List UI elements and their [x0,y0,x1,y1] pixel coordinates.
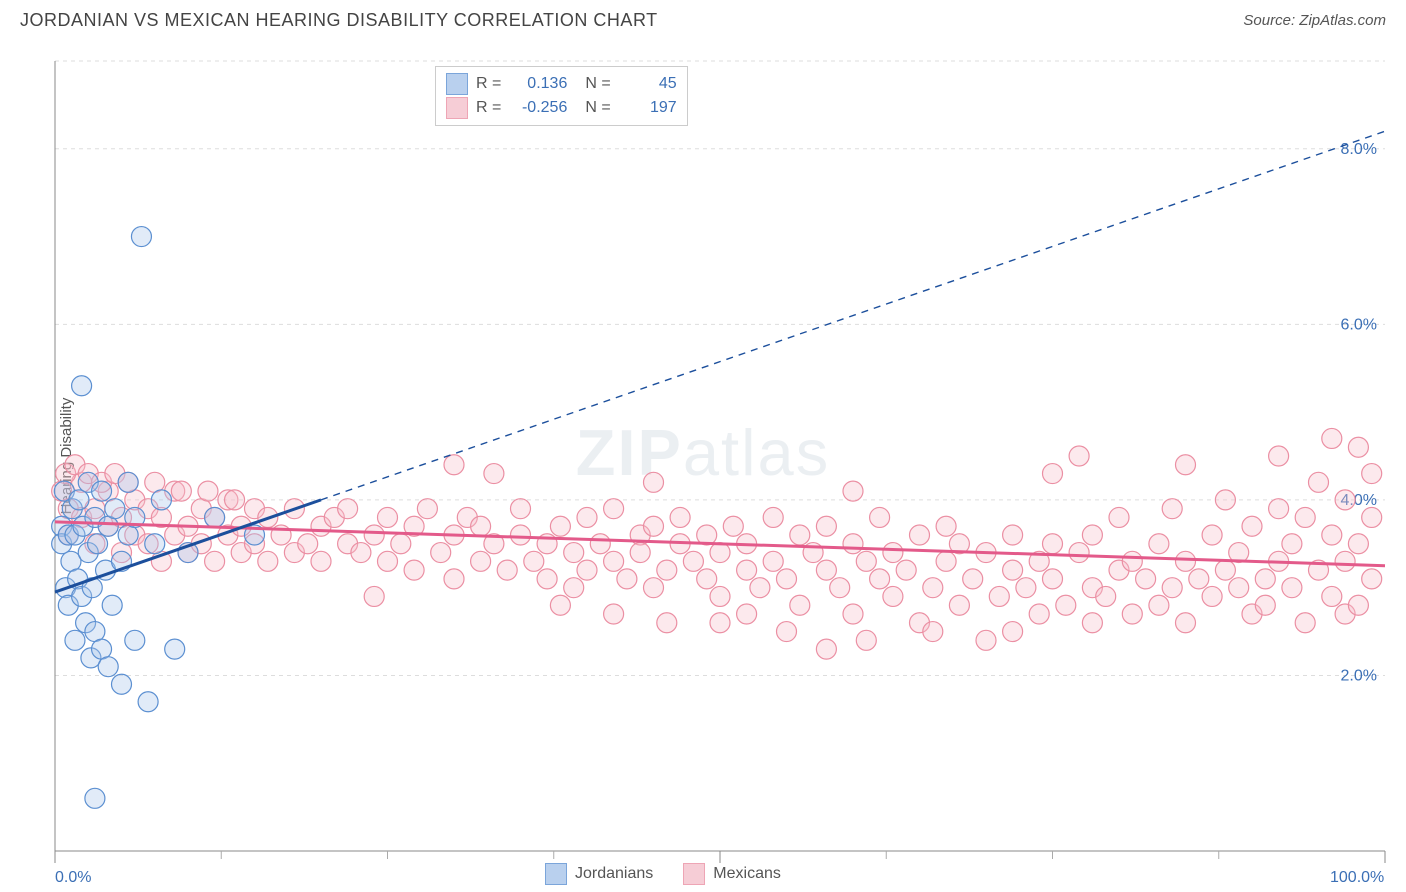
swatch-mexicans [683,863,705,885]
n-label: N = [585,75,610,93]
svg-text:8.0%: 8.0% [1341,141,1377,158]
source-prefix: Source: [1243,12,1299,29]
n-label: N = [585,99,610,117]
swatch-jordanians [446,73,468,95]
legend-label-jordanians: Jordanians [575,865,653,883]
swatch-mexicans [446,97,468,119]
x-axis-left-label: 0.0% [55,869,91,887]
r-label: R = [476,99,501,117]
n-value-mexicans: 197 [619,99,677,117]
source-name: ZipAtlas.com [1299,12,1386,29]
stats-legend-box: R = 0.136 N = 45 R = -0.256 N = 197 [435,66,688,126]
r-label: R = [476,75,501,93]
chart-title: JORDANIAN VS MEXICAN HEARING DISABILITY … [20,10,658,31]
chart-container: ZIPatlas Hearing Disability 2.0%4.0%6.0%… [0,31,1406,881]
stats-row-jordanians: R = 0.136 N = 45 [446,73,677,95]
legend-item-jordanians: Jordanians [545,863,653,885]
x-axis-right-label: 100.0% [1330,869,1384,887]
svg-text:2.0%: 2.0% [1341,667,1377,684]
svg-text:6.0%: 6.0% [1341,316,1377,333]
swatch-jordanians [545,863,567,885]
r-value-jordanians: 0.136 [509,75,567,93]
legend-label-mexicans: Mexicans [713,865,781,883]
scatter-chart-svg: 2.0%4.0%6.0%8.0% [0,31,1406,881]
r-value-mexicans: -0.256 [509,99,567,117]
bottom-legend: Jordanians Mexicans [545,861,781,887]
source-label: Source: ZipAtlas.com [1243,12,1386,29]
legend-item-mexicans: Mexicans [683,863,781,885]
stats-row-mexicans: R = -0.256 N = 197 [446,97,677,119]
n-value-jordanians: 45 [619,75,677,93]
